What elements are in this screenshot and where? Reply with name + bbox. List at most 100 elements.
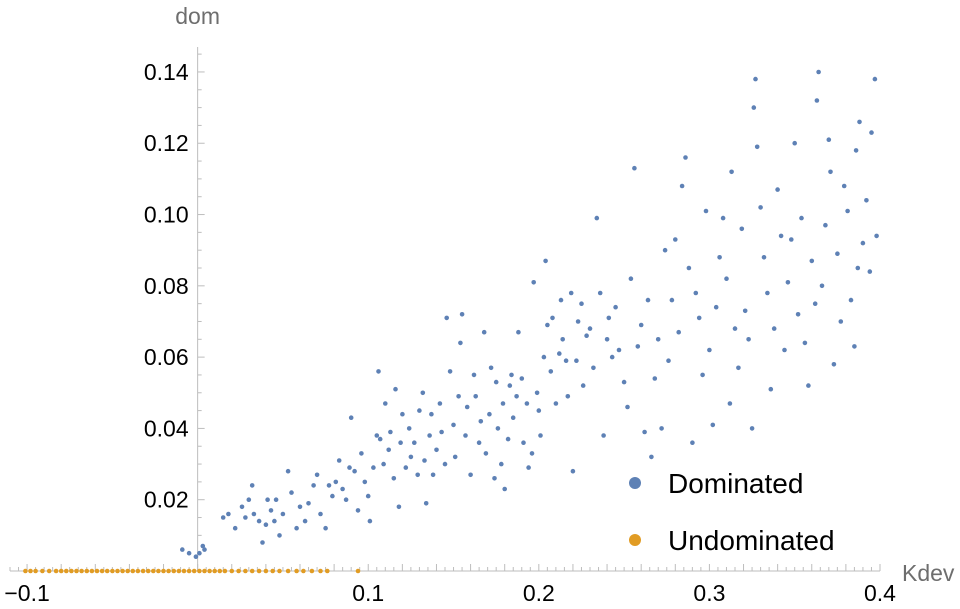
data-point-dominated xyxy=(696,315,702,321)
data-point-undominated xyxy=(58,568,64,574)
data-point-dominated xyxy=(439,429,444,435)
data-point-dominated xyxy=(736,365,741,371)
data-point-dominated xyxy=(352,468,357,474)
data-point-dominated xyxy=(625,404,630,410)
legend-item-undominated: Undominated xyxy=(629,525,835,556)
data-point-dominated xyxy=(538,433,543,438)
data-point-dominated xyxy=(785,280,791,285)
data-point-dominated xyxy=(451,422,456,428)
data-point-undominated xyxy=(130,568,136,574)
data-point-dominated xyxy=(481,329,487,335)
data-point-dominated xyxy=(492,476,497,481)
data-point-undominated xyxy=(140,568,146,574)
data-point-dominated xyxy=(814,98,820,103)
data-point-dominated xyxy=(729,169,734,175)
data-point-dominated xyxy=(732,326,738,331)
data-point-dominated xyxy=(541,354,547,360)
data-point-dominated xyxy=(376,369,381,374)
data-point-dominated xyxy=(447,369,453,374)
data-point-undominated xyxy=(46,568,52,574)
data-point-dominated xyxy=(768,386,774,392)
data-point-dominated xyxy=(753,76,758,82)
data-point-undominated xyxy=(249,568,255,574)
data-point-dominated xyxy=(802,340,808,346)
data-point-dominated xyxy=(371,465,376,470)
data-point-undominated xyxy=(69,568,74,574)
data-point-undominated xyxy=(197,568,202,574)
data-point-dominated xyxy=(434,447,439,453)
data-point-dominated xyxy=(323,525,328,531)
x-tick-label: 0.4 xyxy=(864,580,896,606)
data-point-dominated xyxy=(565,394,571,399)
data-point-dominated xyxy=(493,379,499,385)
data-point-dominated xyxy=(749,426,755,431)
data-point-dominated xyxy=(686,265,692,271)
data-point-dominated xyxy=(579,301,584,307)
data-point-dominated xyxy=(430,472,436,478)
data-point-undominated xyxy=(325,568,330,574)
data-point-dominated xyxy=(340,486,345,492)
data-point-dominated xyxy=(471,372,477,378)
data-point-dominated xyxy=(560,337,565,342)
data-point-dominated xyxy=(819,283,825,289)
data-point-dominated xyxy=(516,329,521,335)
data-point-dominated xyxy=(526,465,531,470)
data-point-dominated xyxy=(616,347,622,353)
data-point-dominated xyxy=(613,304,618,310)
data-point-dominated xyxy=(669,297,675,303)
x-tick-label: −0.1 xyxy=(4,580,49,606)
data-point-dominated xyxy=(841,183,847,189)
data-point-dominated xyxy=(594,215,600,221)
data-point-undominated xyxy=(135,568,141,574)
data-point-dominated xyxy=(487,411,492,417)
data-point-dominated xyxy=(703,208,709,214)
data-point-dominated xyxy=(488,365,494,371)
data-point-dominated xyxy=(673,237,678,242)
data-point-dominated xyxy=(263,522,269,527)
data-point-dominated xyxy=(243,515,248,520)
data-point-dominated xyxy=(601,433,606,438)
data-point-dominated xyxy=(649,454,654,460)
data-point-dominated xyxy=(621,379,627,385)
data-point-dominated xyxy=(789,237,794,242)
data-point-undominated xyxy=(74,568,79,574)
data-point-dominated xyxy=(510,415,516,421)
data-point-undominated xyxy=(64,568,69,574)
y-tick-label: 0.04 xyxy=(144,415,189,441)
data-point-undominated xyxy=(207,568,212,574)
data-point-undominated xyxy=(191,568,197,574)
data-point-dominated xyxy=(606,315,612,321)
data-point-dominated xyxy=(848,297,854,303)
data-point-dominated xyxy=(505,436,511,442)
data-point-dominated xyxy=(828,169,833,175)
data-point-dominated xyxy=(256,518,262,524)
data-point-dominated xyxy=(483,451,489,456)
data-point-dominated xyxy=(260,540,265,545)
data-point-dominated xyxy=(717,254,722,260)
data-point-undominated xyxy=(23,568,28,574)
data-point-undominated xyxy=(243,568,248,574)
data-point-dominated xyxy=(458,340,463,346)
y-axis: 0.02 0.04 0.06 0.08 0.10 0.12 0.14 dom xyxy=(144,3,220,571)
data-point-undominated xyxy=(202,568,207,574)
data-point-dominated xyxy=(294,525,299,531)
data-point-undominated xyxy=(212,568,217,574)
data-point-undominated xyxy=(115,568,120,574)
data-point-dominated xyxy=(662,247,668,253)
data-point-dominated xyxy=(548,369,554,374)
data-point-undominated xyxy=(270,568,276,574)
data-point-dominated xyxy=(314,472,320,478)
data-point-dominated xyxy=(524,401,530,406)
data-point-dominated xyxy=(232,525,238,531)
x-tick-label: 0.2 xyxy=(523,580,555,606)
data-point-undominated xyxy=(263,568,269,574)
data-point-dominated xyxy=(408,454,414,460)
data-point-dominated xyxy=(180,547,185,552)
data-point-dominated xyxy=(727,401,733,406)
data-point-dominated xyxy=(864,198,869,203)
data-point-undominated xyxy=(285,568,291,574)
data-point-dominated xyxy=(499,461,504,467)
data-point-dominated xyxy=(816,69,821,75)
data-point-dominated xyxy=(521,440,526,446)
